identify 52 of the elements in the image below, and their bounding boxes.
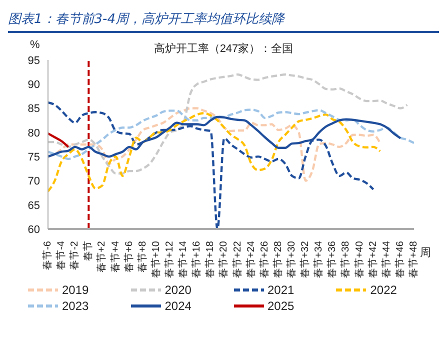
- x-tick-label: 春节-4: [55, 240, 68, 270]
- line-series: [48, 112, 382, 192]
- x-tick-label: 春节+30: [286, 240, 298, 278]
- x-tick-label: 春节+46: [394, 240, 406, 278]
- x-tick-label: 春节: [82, 241, 94, 261]
- x-tick-label: 春节+32: [299, 240, 312, 278]
- x-tick-label: 春节+6: [122, 240, 135, 272]
- line-series: [48, 107, 382, 182]
- x-tick-label: 春节+48: [408, 240, 420, 278]
- x-tick-label: 春节+14: [177, 240, 190, 278]
- y-tick-label: 85: [28, 103, 40, 116]
- line-series: [48, 108, 414, 160]
- x-tick-label: 春节+42: [366, 240, 379, 278]
- x-tick-label: 春节+44: [380, 240, 392, 278]
- x-axis-title: 周: [420, 246, 431, 260]
- x-tick-label: 春节+4: [109, 240, 122, 272]
- x-tick-label: 春节+28: [272, 240, 284, 278]
- x-tick-label: 春节+40: [353, 240, 366, 278]
- x-tick-label: 春节+10: [150, 240, 162, 278]
- x-tick-label: 春节+2: [96, 240, 108, 272]
- line-series: [48, 132, 70, 148]
- y-axis-title: %: [30, 39, 40, 51]
- x-tick-label: 春节+38: [340, 240, 352, 278]
- x-tick-label: 春节+36: [326, 240, 338, 278]
- y-tick-label: 70: [28, 176, 40, 188]
- line-series: [48, 73, 408, 175]
- y-tick-label: 65: [28, 200, 40, 212]
- chart-title: 图表1：春节前3-4周，高炉开工率均值环比续降: [8, 8, 439, 33]
- legend-label: 2021: [266, 283, 296, 297]
- x-tick-label: 春节+16: [190, 240, 203, 278]
- x-tick-label: 春节+12: [164, 240, 176, 278]
- legend-label: 2022: [369, 283, 398, 297]
- legend-label: 2024: [164, 299, 192, 313]
- x-tick-label: 春节+24: [244, 240, 257, 278]
- x-tick-label: 春节+34: [312, 240, 325, 278]
- x-tick-label: 春节+22: [231, 240, 244, 278]
- x-tick-label: 春节+26: [258, 240, 270, 278]
- legend-label: 2020: [164, 283, 192, 297]
- legend-label: 2023: [61, 299, 90, 313]
- y-tick-label: 60: [28, 224, 40, 236]
- x-tick-label: 春节-2: [68, 240, 81, 270]
- x-tick-label: 春节+8: [136, 240, 148, 272]
- x-tick-label: 春节+18: [204, 240, 216, 278]
- y-tick-label: 80: [28, 127, 40, 140]
- legend-label: 2019: [61, 283, 90, 297]
- x-tick-label: 春节+20: [218, 240, 230, 278]
- y-tick-label: 95: [28, 54, 40, 67]
- chart-subtitle: 高炉开工率（247家）：全国: [154, 43, 294, 55]
- y-tick-label: 90: [28, 79, 40, 92]
- y-tick-label: 75: [28, 151, 40, 164]
- x-tick-label: 春节-6: [42, 240, 54, 270]
- legend-label: 2025: [266, 299, 296, 313]
